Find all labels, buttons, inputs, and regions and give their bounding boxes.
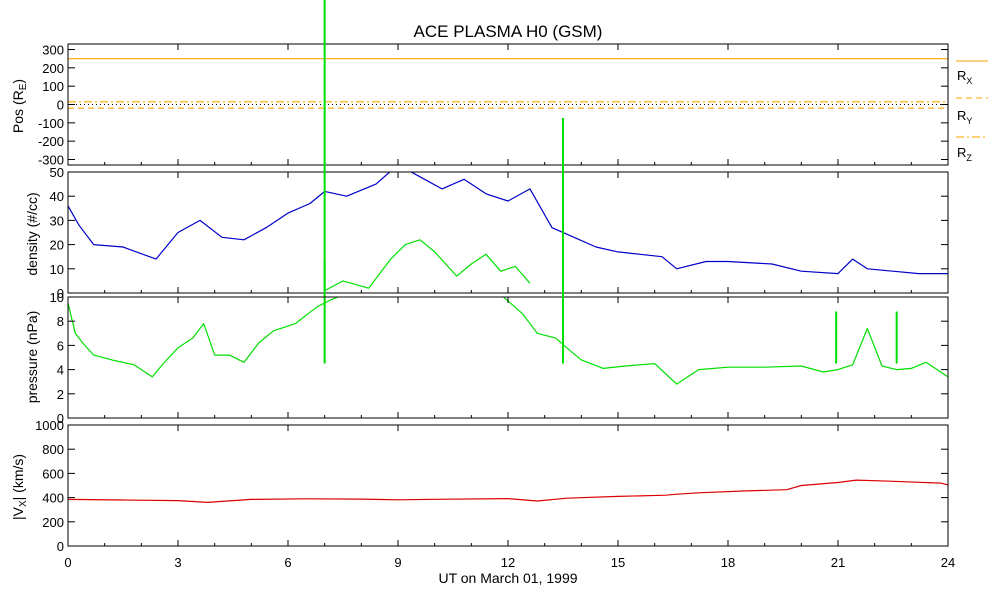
pressure-ytick-label: 0 — [57, 411, 64, 426]
position-series-group — [68, 58, 948, 109]
x-tick-label: 6 — [284, 555, 291, 570]
position-legend: RX RY RZ — [956, 60, 988, 163]
x-tick-label: 24 — [941, 555, 955, 570]
x-tick-label: 0 — [64, 555, 71, 570]
pressure-frame — [67, 296, 949, 419]
pressure-axis-label: pressure (nPa) — [24, 311, 40, 404]
x-tick-label: 9 — [394, 555, 401, 570]
position-ytick-label: 200 — [42, 61, 64, 76]
position-ytick-label: 100 — [42, 79, 64, 94]
density-series-group — [68, 172, 948, 292]
pressure-ytick-label: 4 — [57, 363, 64, 378]
density-ytick-label: 20 — [50, 238, 64, 253]
density-series-pressure — [324, 239, 531, 292]
vx-axis-label: |VX| (km/s) — [10, 454, 29, 520]
position-ytick-label: -100 — [38, 116, 64, 131]
velocity-ytick-label: 200 — [42, 515, 64, 530]
velocity-ytick-label: 400 — [42, 491, 64, 506]
position-ytick-label: 0 — [57, 98, 64, 113]
position-panel: 300 200 100 0 -100 -200 -300 — [38, 43, 949, 168]
pressure-ytick-label: 8 — [57, 314, 64, 329]
x-tick-label: 15 — [611, 555, 625, 570]
density-axis-label: density (#/cc) — [24, 192, 40, 275]
velocity-ytick-label: 1000 — [35, 418, 64, 433]
legend-rz-label: RZ — [957, 145, 972, 163]
legend-ry-label: RY — [957, 108, 972, 126]
x-tick-label: 12 — [501, 555, 515, 570]
pressure-ytick-label: 10 — [50, 290, 64, 305]
velocity-frame — [67, 424, 949, 547]
density-ytick-label: 30 — [50, 213, 64, 228]
density-ytick-label: 0 — [57, 286, 64, 301]
density-frame — [67, 171, 949, 294]
position-ytick-label: 300 — [42, 43, 64, 58]
chart-title: ACE PLASMA H0 (GSM) — [414, 22, 603, 41]
x-axis-label: UT on March 01, 1999 — [438, 570, 577, 586]
density-series-density — [68, 172, 948, 275]
density-panel: 50 40 30 20 10 0 — [50, 165, 949, 301]
density-ytick-label: 10 — [50, 262, 64, 277]
legend-rx-label: RX — [957, 68, 972, 86]
x-tick-label: 3 — [174, 555, 181, 570]
position-ytick-label: -200 — [38, 134, 64, 149]
velocity-ytick-label: 0 — [57, 539, 64, 554]
density-ytick-label: 40 — [50, 189, 64, 204]
pressure-ytick-label: 2 — [57, 387, 64, 402]
velocity-series-vx — [68, 479, 948, 503]
density-ytick-label: 50 — [50, 165, 64, 180]
pressure-ytick-label: 6 — [57, 338, 64, 353]
pressure-panel: 10 8 6 4 2 0 — [50, 242, 949, 426]
position-ytick-label: -300 — [38, 153, 64, 168]
pos-axis-label: Pos (RE) — [10, 79, 29, 133]
velocity-ytick-label: 800 — [42, 442, 64, 457]
pressure-series-group — [68, 297, 948, 385]
pressure-series-pressure — [68, 297, 948, 385]
velocity-series-group — [68, 479, 948, 503]
velocity-ytick-label: 600 — [42, 466, 64, 481]
panels: 3002001000-100-200-300504030201001086420… — [35, 0, 955, 570]
velocity-panel: 1000 800 600 400 200 0 — [35, 418, 949, 554]
x-tick-label: 18 — [721, 555, 735, 570]
x-tick-label: 21 — [831, 555, 845, 570]
